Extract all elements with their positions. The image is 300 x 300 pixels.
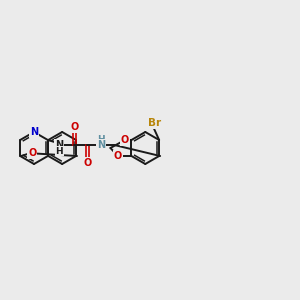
Text: H: H <box>56 146 63 155</box>
Text: O: O <box>121 135 129 145</box>
Text: N: N <box>55 140 63 150</box>
Text: O: O <box>70 122 78 132</box>
Text: O: O <box>114 151 122 161</box>
Text: H: H <box>98 134 105 143</box>
Text: O: O <box>28 148 36 158</box>
Text: O: O <box>83 158 92 168</box>
Text: N: N <box>30 127 38 137</box>
Text: N: N <box>97 140 105 150</box>
Text: Br: Br <box>148 118 161 128</box>
